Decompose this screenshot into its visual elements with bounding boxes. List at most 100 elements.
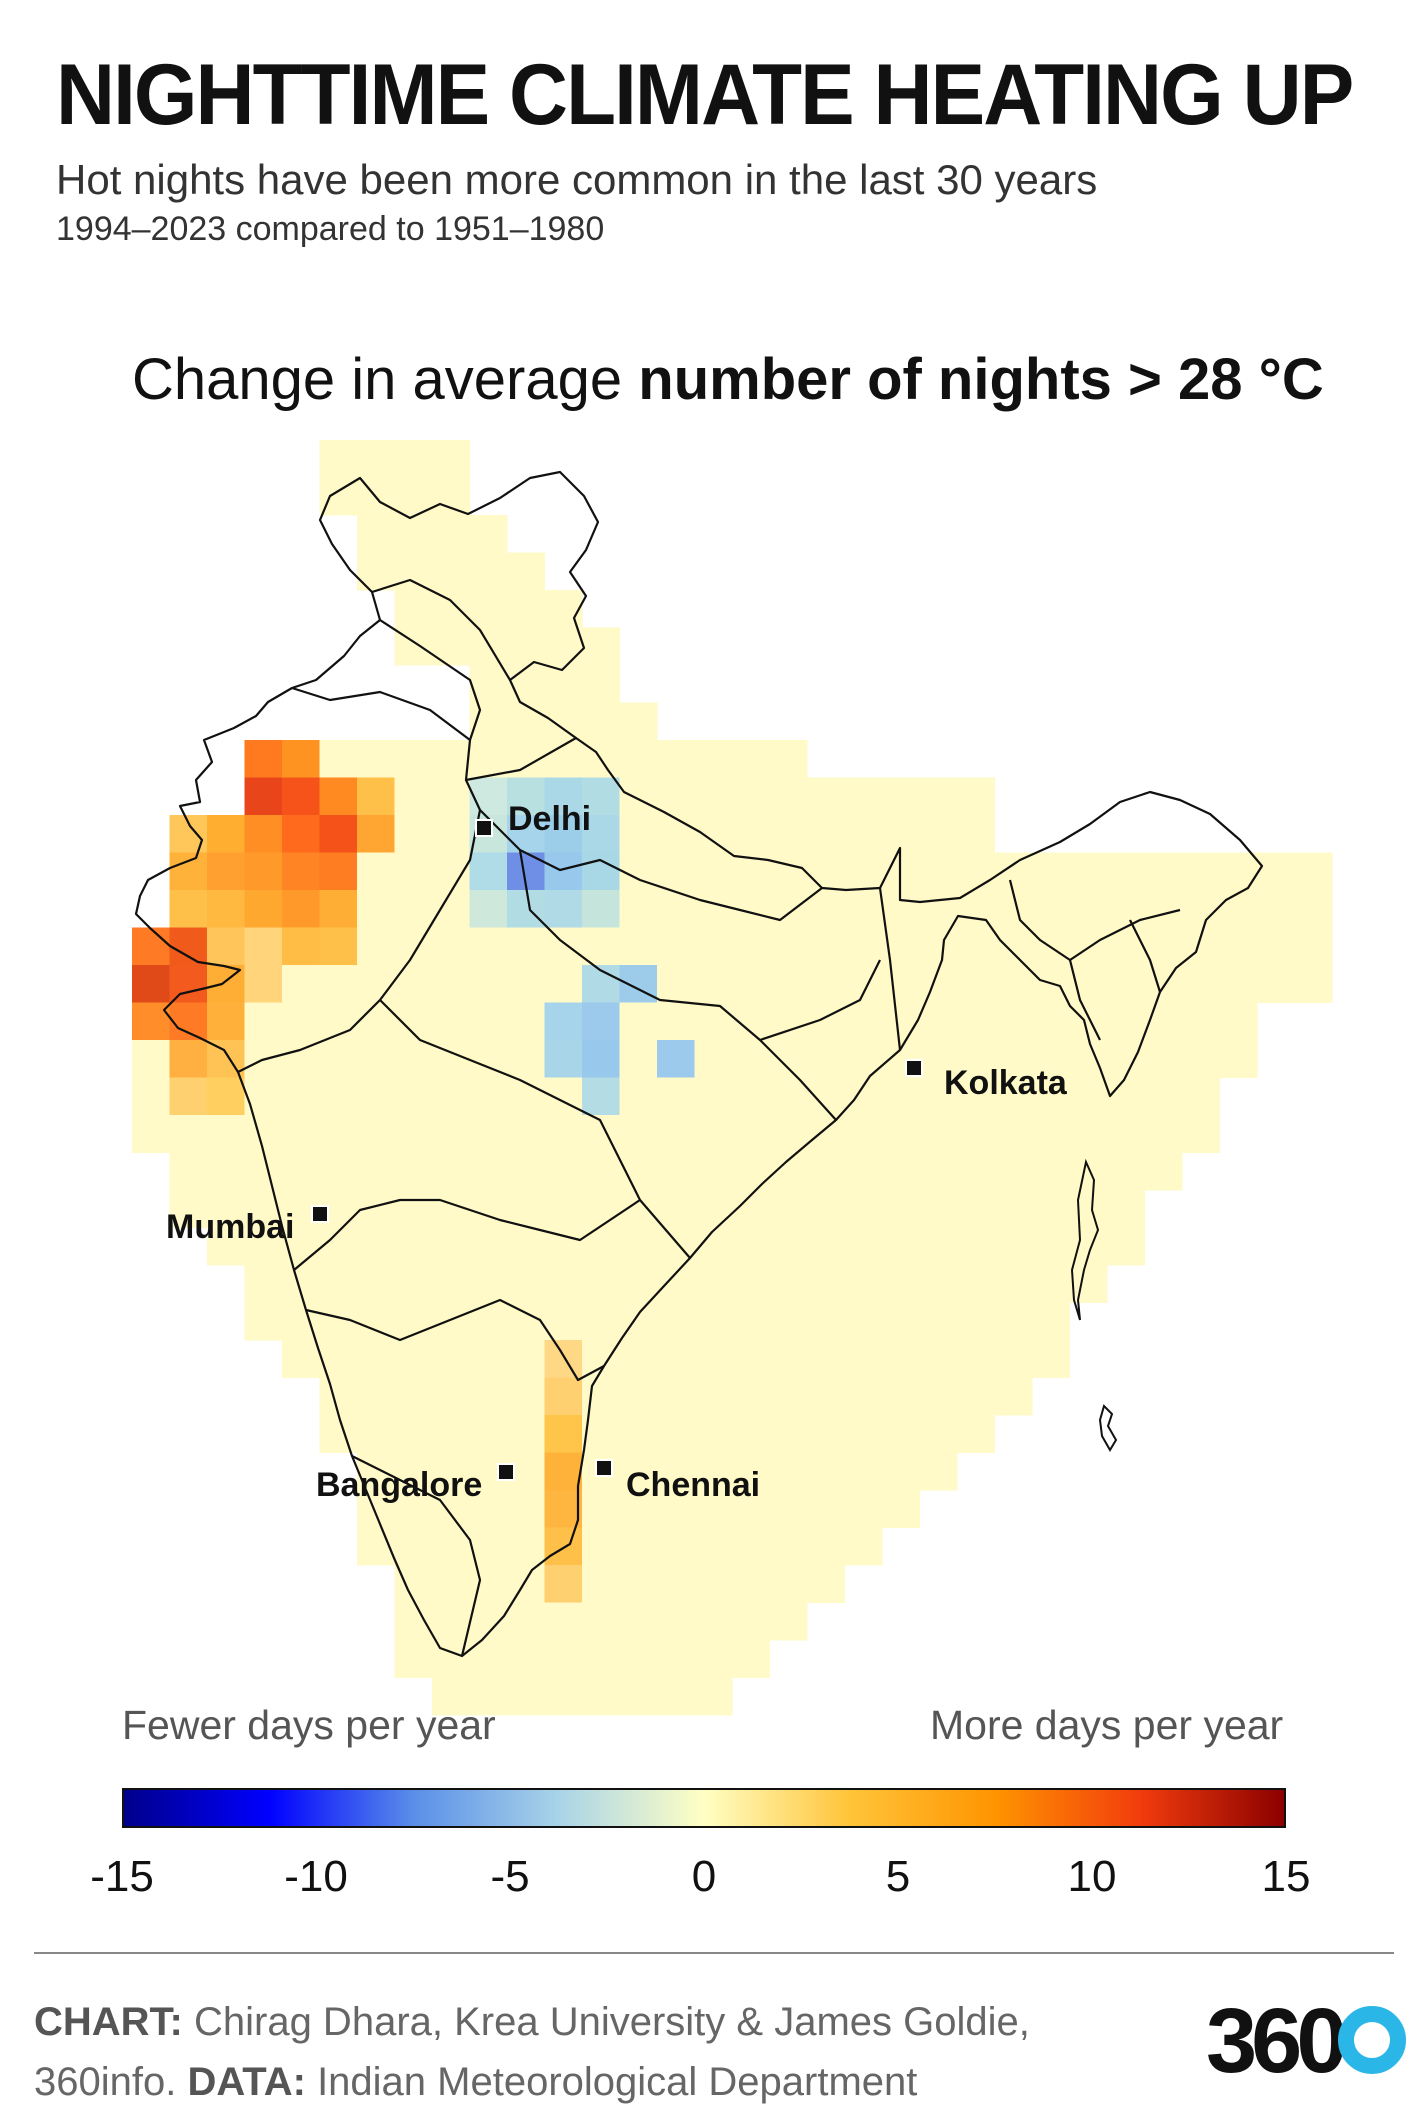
grid-cell — [544, 1040, 583, 1078]
publisher-credit: 360info. — [34, 2060, 188, 2104]
grid-cell — [1032, 1115, 1070, 1153]
grid-cell — [244, 927, 283, 966]
grid-cell — [657, 1152, 695, 1191]
grid-cell — [357, 1415, 395, 1453]
grid-cell — [244, 965, 283, 1003]
grid-cell — [432, 1115, 470, 1153]
grid-cell — [282, 927, 320, 966]
grid-cell — [994, 1152, 1033, 1191]
grid-cell — [694, 965, 733, 1003]
grid-cell — [732, 1152, 770, 1191]
grid-cell — [1144, 1115, 1183, 1153]
grid-cell — [432, 1040, 470, 1078]
grid-cell — [319, 1227, 358, 1266]
grid-cell — [319, 965, 358, 1003]
grid-cell — [544, 777, 583, 816]
grid-cell — [469, 1115, 508, 1153]
grid-cell — [619, 777, 658, 816]
grid-cell — [769, 1490, 808, 1528]
grid-cell — [657, 740, 695, 778]
grid-cell — [432, 1677, 470, 1716]
grid-cell — [282, 1040, 320, 1078]
grid-cell — [844, 1077, 883, 1116]
grid-cell — [507, 1602, 545, 1641]
grid-cell — [657, 1415, 695, 1453]
grid-cell — [1107, 1152, 1145, 1191]
grid-cell — [169, 890, 208, 928]
grid-cell — [807, 815, 845, 853]
grid-cell — [1257, 890, 1295, 928]
grid-cell — [319, 1115, 358, 1153]
grid-cell — [919, 852, 958, 891]
grid-cell — [769, 1527, 808, 1566]
grid-cell — [507, 1527, 545, 1566]
grid-cell — [357, 1302, 395, 1341]
grid-cell — [319, 777, 358, 816]
city-label-delhi: Delhi — [508, 800, 592, 838]
grid-cell — [544, 1190, 583, 1228]
grid-cell — [994, 1002, 1033, 1041]
grid-cell — [169, 1190, 208, 1228]
grid-cell — [882, 1002, 920, 1041]
grid-cell — [394, 552, 433, 591]
state-line — [351, 1455, 482, 1657]
logo-swirl — [1338, 2006, 1406, 2074]
grid-cell — [732, 1265, 770, 1303]
grid-cell — [807, 1302, 845, 1341]
grid-cell — [1144, 852, 1183, 891]
grid-cell — [507, 1340, 545, 1378]
grid-cell — [844, 1302, 883, 1341]
grid-cell — [432, 965, 470, 1003]
grid-cell — [244, 890, 283, 928]
grid-cell — [919, 1265, 958, 1303]
grid-cell — [544, 1677, 583, 1716]
grid-cell — [957, 777, 995, 816]
grid-cell — [582, 1002, 620, 1041]
grid-cell — [1257, 852, 1295, 891]
360info-logo: 360 — [1206, 1990, 1406, 2090]
grid-cell — [844, 815, 883, 853]
grid-cell — [469, 1077, 508, 1116]
grid-cell — [394, 1227, 433, 1266]
grid-cell — [957, 1377, 995, 1416]
grid-cell — [1107, 1227, 1145, 1266]
state-line — [1068, 959, 1101, 1041]
data-credit: Indian Meteorological Department — [305, 2060, 918, 2104]
grid-cell — [732, 1077, 770, 1116]
grid-cell — [844, 852, 883, 891]
colorbar-tick-label: 0 — [691, 1852, 717, 1901]
grid-cell — [394, 1640, 433, 1678]
grid-cell — [844, 965, 883, 1003]
grid-cell — [1107, 1040, 1145, 1078]
grid-cell — [732, 740, 770, 778]
grid-cell — [657, 815, 695, 853]
grid-cell — [507, 815, 545, 853]
colorbar-tick-label: 10 — [1067, 1852, 1117, 1901]
grid-cell — [619, 1415, 658, 1453]
grid-cell — [432, 740, 470, 778]
grid-cell — [844, 1115, 883, 1153]
grid-cell — [357, 440, 395, 478]
grid-cell — [694, 852, 733, 891]
grid-cell — [657, 1602, 695, 1641]
grid-cell — [807, 1415, 845, 1453]
grid-cell — [282, 1340, 320, 1378]
grid-cell — [882, 1377, 920, 1416]
grid-cell — [1144, 1040, 1183, 1078]
grid-cell — [844, 1227, 883, 1266]
grid-cell — [507, 1565, 545, 1603]
logo-text: 360 — [1206, 1990, 1344, 2090]
grid-cell — [732, 1565, 770, 1603]
grid-cell — [1069, 1190, 1108, 1228]
grid-cell — [507, 1002, 545, 1041]
grid-cell — [1219, 1040, 1258, 1078]
grid-cell — [282, 965, 320, 1003]
grid-cell — [694, 1002, 733, 1041]
grid-cell — [582, 1640, 620, 1678]
colorbar-tick-label: -10 — [284, 1852, 348, 1901]
grid-cell — [694, 1340, 733, 1378]
grid-cell — [507, 665, 545, 703]
grid-cell — [432, 1152, 470, 1191]
grid-cell — [957, 1415, 995, 1453]
grid-cell — [957, 1040, 995, 1078]
